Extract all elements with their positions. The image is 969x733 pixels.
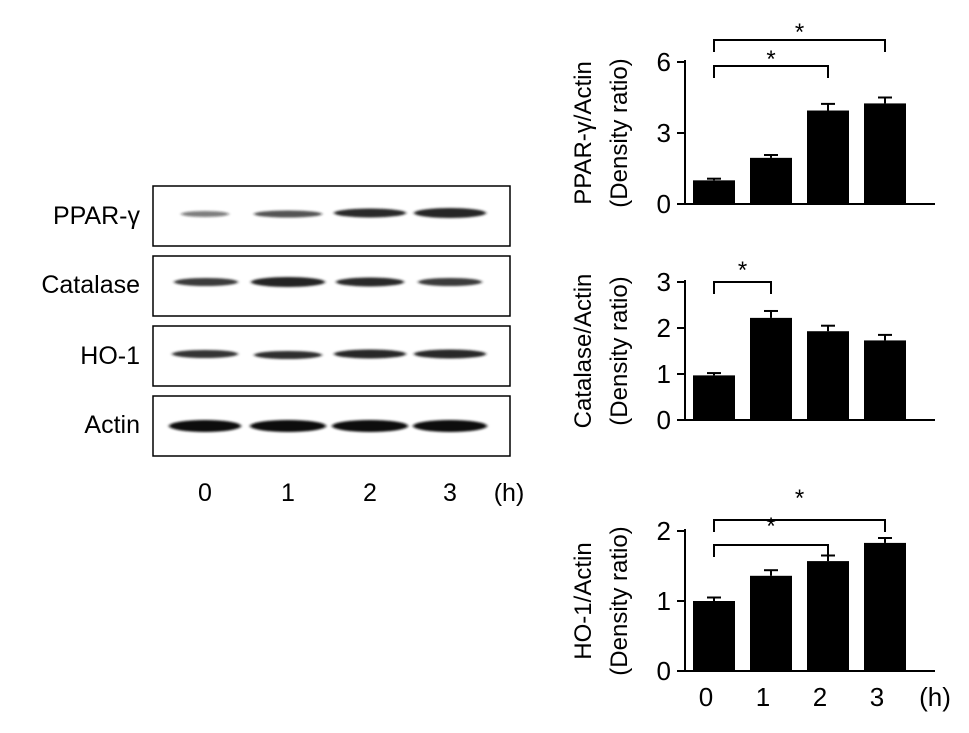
blot-lane-label: 0 <box>198 479 212 507</box>
y-tick-label: 3 <box>657 118 671 148</box>
x-tick-label: 0 <box>699 682 713 712</box>
bar <box>807 331 849 420</box>
y-axis-label-units: (Density ratio) <box>606 58 633 207</box>
x-tick-label: 3 <box>870 682 884 712</box>
bar <box>807 561 849 671</box>
blot-band <box>169 420 241 432</box>
y-axis-label: Catalase/Actin <box>570 274 597 429</box>
y-tick-label: 6 <box>657 47 671 77</box>
blot-band <box>413 420 487 432</box>
blot-lane-label: 3 <box>443 479 457 507</box>
blot-band <box>334 208 406 218</box>
significance-bracket <box>713 544 829 557</box>
blot-band <box>251 277 325 287</box>
blot-lane-label: 2 <box>363 479 377 507</box>
x-tick-label: 1 <box>756 682 770 712</box>
blot-band <box>254 351 322 359</box>
significance-bracket <box>713 519 886 532</box>
y-tick-label: 1 <box>657 586 671 616</box>
bar <box>864 340 906 420</box>
significance-star: * <box>795 485 804 512</box>
y-tick-label: 1 <box>657 359 671 389</box>
bar <box>693 375 735 420</box>
y-tick-label: 2 <box>657 313 671 343</box>
blot-label-catalase: Catalase <box>41 271 140 299</box>
blot-band <box>414 349 486 359</box>
bar <box>807 110 849 204</box>
blot-time-unit: (h) <box>494 479 525 507</box>
bar <box>750 157 792 204</box>
blot-bands-catalase <box>174 277 482 287</box>
y-tick-label: 2 <box>657 516 671 546</box>
significance-star: * <box>738 257 747 284</box>
y-axis-label-units: (Density ratio) <box>606 526 633 675</box>
bar <box>864 103 906 204</box>
blot-band <box>250 420 326 432</box>
bar <box>864 542 906 671</box>
y-tick-label: 0 <box>657 405 671 435</box>
significance-bracket <box>713 65 829 78</box>
blot-box-catalase <box>152 255 511 317</box>
blot-bands-actin <box>169 420 487 432</box>
blot-band <box>174 278 238 286</box>
blot-band <box>172 350 238 358</box>
y-tick-label: 3 <box>657 267 671 297</box>
y-axis-label-units: (Density ratio) <box>606 276 633 425</box>
blot-band <box>414 208 486 218</box>
blot-bands-ho1 <box>172 349 486 359</box>
bar <box>750 575 792 671</box>
significance-star: * <box>766 46 775 73</box>
significance-star: * <box>795 19 804 46</box>
blot-lane-label: 1 <box>281 479 295 507</box>
x-tick-label: 2 <box>813 682 827 712</box>
blot-label-actin: Actin <box>84 411 140 439</box>
significance-bracket <box>713 281 772 294</box>
blot-band <box>334 349 406 359</box>
bar <box>693 180 735 204</box>
blot-band <box>418 278 482 286</box>
blot-band <box>336 277 404 287</box>
bar <box>693 601 735 671</box>
y-axis-label: HO-1/Actin <box>570 542 597 659</box>
blot-band <box>332 420 408 432</box>
y-tick-label: 0 <box>657 656 671 686</box>
significance-bracket <box>713 39 886 52</box>
y-axis-label: PPAR-γ/Actin <box>570 61 597 205</box>
bar <box>750 317 792 420</box>
blot-band <box>181 211 229 217</box>
blot-label-ho1: HO-1 <box>80 342 140 370</box>
blot-bands-ppar <box>181 208 486 218</box>
significance-star: * <box>766 513 775 540</box>
blot-label-ppar: PPAR-γ <box>53 202 141 230</box>
blot-band <box>254 210 322 218</box>
y-tick-label: 0 <box>657 189 671 219</box>
x-axis-unit: (h) <box>919 682 951 712</box>
